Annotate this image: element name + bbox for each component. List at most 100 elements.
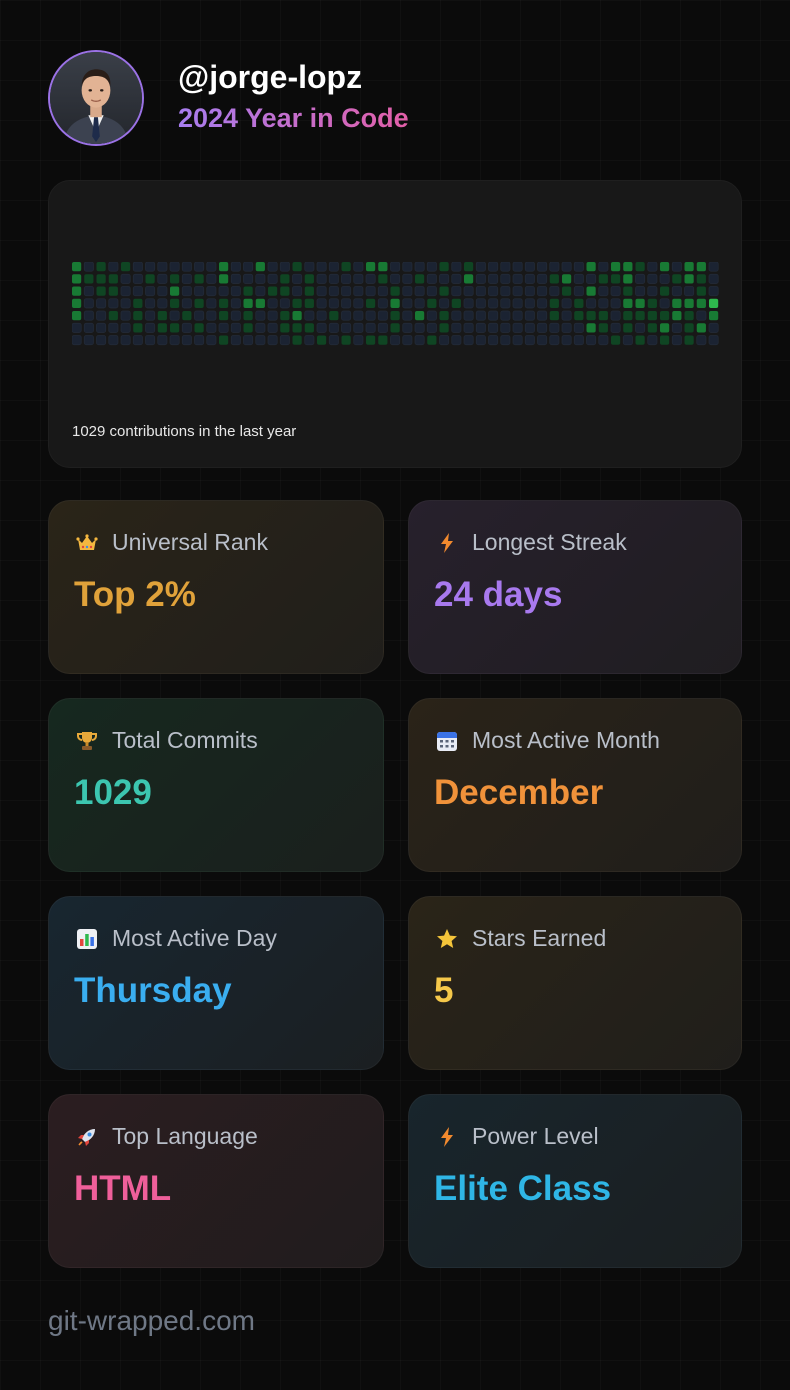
contribution-cell — [684, 262, 694, 272]
contribution-cell — [108, 322, 119, 333]
contribution-cell — [439, 323, 449, 333]
contribution-cell — [500, 335, 511, 346]
contribution-cell — [157, 335, 168, 346]
contribution-cell — [108, 286, 118, 296]
contribution-cell — [328, 322, 339, 333]
contribution-cell — [328, 298, 339, 309]
contribution-cell — [316, 310, 327, 321]
contribution-cell — [598, 286, 609, 297]
crown-icon — [74, 530, 100, 556]
contribution-cell — [316, 322, 327, 333]
contribution-cell — [96, 322, 107, 333]
contribution-cell — [267, 298, 278, 309]
contribution-cell — [230, 310, 241, 321]
contribution-cell — [181, 298, 192, 309]
contribution-cell — [133, 323, 143, 333]
contribution-cell — [353, 273, 364, 284]
contribution-cell — [230, 322, 241, 333]
lightning-icon — [434, 530, 460, 556]
contribution-cell — [561, 322, 572, 333]
contribution-cell — [598, 311, 608, 321]
contribution-cell — [524, 310, 535, 321]
contribution-cell — [206, 335, 217, 346]
stat-value: Elite Class — [434, 1169, 612, 1208]
contribution-cell — [610, 298, 621, 309]
contribution-cell — [243, 335, 254, 346]
contribution-cell — [696, 310, 707, 321]
stat-card-total-commits: Total Commits 1029 — [48, 698, 384, 872]
contribution-cell — [72, 335, 82, 346]
contribution-cell — [390, 286, 400, 296]
contribution-cell — [659, 273, 670, 284]
contribution-cell — [328, 262, 339, 272]
contribution-cell — [366, 298, 376, 308]
stat-label: Top Language — [112, 1123, 258, 1149]
contribution-cell — [660, 335, 670, 345]
contribution-cell — [133, 311, 143, 321]
contribution-cell — [598, 335, 609, 346]
stat-value: 1029 — [74, 773, 152, 812]
contribution-cell — [157, 286, 168, 297]
contribution-cell — [623, 262, 633, 272]
stat-label: Most Active Month — [472, 727, 660, 753]
contribution-cell — [611, 335, 621, 345]
contribution-cell — [230, 286, 241, 297]
contribution-cell — [586, 262, 596, 272]
contribution-cell — [341, 298, 352, 309]
contribution-cell — [255, 310, 266, 321]
contribution-cell — [672, 311, 682, 321]
contribution-cell — [353, 322, 364, 333]
contribution-cell — [610, 286, 621, 297]
stat-card-most-active-day: Most Active Day Thursday — [48, 896, 384, 1070]
contribution-cell — [145, 274, 155, 284]
footer-brand-link[interactable]: git-wrapped.com — [48, 1305, 255, 1336]
contribution-cell — [402, 286, 413, 297]
contribution-cell — [623, 323, 633, 333]
contribution-cell — [218, 286, 229, 297]
contribution-cell — [623, 311, 633, 321]
contribution-cell — [561, 262, 572, 272]
contribution-cell — [279, 298, 290, 309]
contribution-cell — [660, 262, 670, 272]
stat-card-power-level: Power Level Elite Class — [408, 1094, 742, 1268]
contribution-cell — [549, 262, 560, 272]
contribution-cell — [439, 262, 449, 272]
contribution-cell — [120, 286, 131, 297]
contribution-cell — [365, 286, 376, 297]
contribution-cell — [524, 286, 535, 297]
contribution-cell — [83, 286, 94, 297]
stat-value: 24 days — [434, 575, 563, 614]
contribution-cell — [463, 322, 474, 333]
contribution-cell — [96, 335, 107, 346]
contribution-cell — [512, 286, 523, 297]
stat-value: Top 2% — [74, 575, 196, 614]
contribution-cell — [573, 273, 584, 284]
contribution-cell — [426, 286, 437, 297]
contribution-cell — [365, 322, 376, 333]
contribution-cell — [329, 311, 339, 321]
contribution-cell — [586, 273, 597, 284]
stat-label-row: Universal Rank — [74, 529, 268, 556]
contribution-cell — [132, 335, 143, 346]
contribution-cell — [586, 335, 597, 346]
contribution-cell — [390, 323, 400, 333]
contribution-cell — [378, 274, 388, 284]
contribution-cell — [157, 262, 168, 272]
contribution-cell — [573, 322, 584, 333]
contribution-cell — [586, 311, 596, 321]
contribution-cell — [635, 286, 646, 297]
contribution-cell — [390, 311, 400, 321]
contribution-cell — [145, 298, 156, 309]
contribution-cell — [660, 323, 670, 333]
contribution-cell — [623, 298, 633, 308]
contribution-cell — [120, 310, 131, 321]
contribution-cell — [83, 335, 94, 346]
contribution-cell — [194, 262, 205, 272]
stat-value: Thursday — [74, 971, 232, 1010]
contribution-cell — [647, 311, 657, 321]
contribution-cell — [83, 322, 94, 333]
contribution-cell — [402, 262, 413, 272]
contribution-cell — [415, 274, 425, 284]
contribution-cell — [390, 335, 401, 346]
stat-label: Longest Streak — [472, 529, 627, 555]
